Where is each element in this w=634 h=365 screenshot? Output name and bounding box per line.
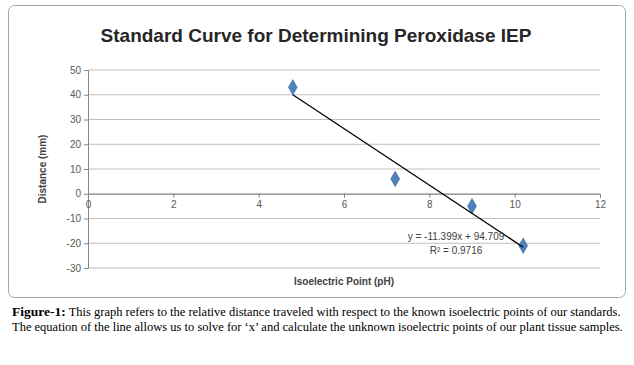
- y-tick: -10: [67, 213, 88, 224]
- x-tick-label: 12: [595, 199, 607, 210]
- y-tick-label: -30: [67, 263, 82, 274]
- y-tick: 50: [70, 65, 88, 76]
- y-axis-title: Distance (mm): [37, 135, 48, 204]
- y-tick: -20: [67, 238, 88, 249]
- x-tick-label: 6: [342, 199, 348, 210]
- data-point: [391, 171, 400, 187]
- grid-line: [88, 119, 600, 120]
- y-tick: 40: [70, 89, 88, 100]
- caption-label: Figure-1:: [12, 304, 66, 319]
- x-tick-label: 8: [427, 199, 433, 210]
- x-tick: 10: [510, 194, 522, 210]
- y-tick-label: 30: [70, 114, 82, 125]
- grid-line: [88, 218, 600, 219]
- y-tick-mark: [84, 169, 88, 170]
- y-tick: 10: [70, 164, 88, 175]
- x-tick-mark: [600, 194, 601, 198]
- x-tick: 4: [256, 194, 262, 210]
- y-axis: -30 -20 -10 0 10 20 30 40 50: [67, 65, 89, 274]
- x-axis-title: Isoelectric Point (pH): [294, 276, 394, 287]
- y-tick-mark: [84, 219, 88, 220]
- grid-line: [88, 268, 600, 269]
- grid-line: [88, 169, 600, 170]
- trendline-equation: R² = 0.9716: [430, 245, 483, 256]
- grid-line: [88, 144, 600, 145]
- y-tick-label: 0: [75, 188, 81, 199]
- trendline-equation: y = -11.399x + 94.709: [408, 231, 505, 242]
- x-axis: 0 2 4 6 8 10 12: [86, 194, 607, 210]
- x-tick-mark: [259, 194, 260, 198]
- y-tick-label: -20: [67, 238, 82, 249]
- grid: [88, 70, 600, 268]
- y-tick: -30: [67, 263, 88, 274]
- y-tick-mark: [84, 194, 88, 195]
- x-tick: 2: [171, 194, 177, 210]
- y-axis-line: [84, 71, 89, 269]
- y-tick-label: 20: [70, 139, 82, 150]
- y-tick: 0: [75, 188, 88, 199]
- y-tick-label: -10: [67, 213, 82, 224]
- x-axis-line: [89, 194, 601, 198]
- x-tick: 0: [86, 194, 92, 210]
- y-tick-mark: [84, 95, 88, 96]
- x-tick-mark: [429, 194, 430, 198]
- y-tick-label: 40: [70, 89, 82, 100]
- y-tick-mark: [84, 268, 88, 269]
- caption: Figure-1: This graph refers to the relat…: [12, 304, 624, 335]
- x-tick: 12: [595, 194, 607, 210]
- chart-title: Standard Curve for Determining Peroxidas…: [101, 25, 532, 46]
- grid-line: [88, 70, 600, 71]
- y-tick: 30: [70, 114, 88, 125]
- y-tick-label: 10: [70, 164, 82, 175]
- plot-marks: [288, 80, 527, 254]
- y-tick-mark: [84, 144, 88, 145]
- y-tick: 20: [70, 139, 88, 150]
- x-tick-mark: [173, 194, 174, 198]
- data-point: [288, 80, 297, 96]
- x-tick-label: 10: [510, 199, 522, 210]
- x-tick-mark: [344, 194, 345, 198]
- caption-text: This graph refers to the relative distan…: [12, 305, 623, 334]
- x-tick: 8: [427, 194, 433, 210]
- grid-line: [88, 94, 600, 95]
- x-tick-label: 0: [86, 199, 92, 210]
- x-tick-mark: [515, 194, 516, 198]
- y-tick-mark: [84, 120, 88, 121]
- x-tick-label: 2: [171, 199, 177, 210]
- chart-frame: [9, 6, 626, 298]
- y-tick-label: 50: [70, 65, 82, 76]
- chart: -30 -20 -10 0 10 20 30 40 50 0 2 4 6 8 10 12 Standard Cu…: [0, 0, 634, 300]
- trend-line: [293, 95, 523, 247]
- y-tick-mark: [84, 70, 88, 71]
- x-tick-mark: [88, 194, 89, 198]
- y-tick-mark: [84, 243, 88, 244]
- x-tick-label: 4: [256, 199, 262, 210]
- x-tick: 6: [342, 194, 348, 210]
